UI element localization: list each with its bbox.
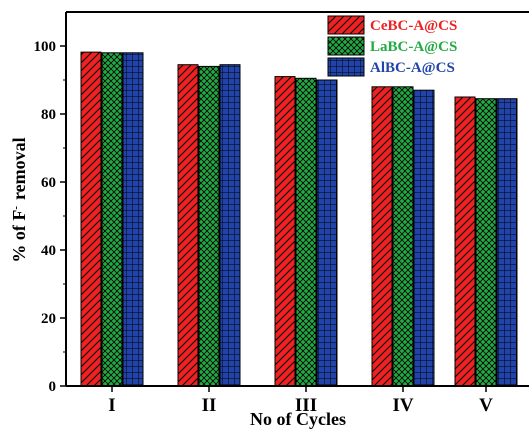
bar-LaBC-A@CS-III: [295, 77, 317, 387]
y-axis-title-rest: removal: [9, 137, 29, 200]
bar-LaBC-A@CS-I: [101, 52, 123, 387]
y-tick-label: 0: [49, 379, 57, 395]
legend-label: AlBC-A@CS: [370, 60, 455, 76]
y-tick-label: 40: [41, 243, 56, 259]
bar-CeBC-A@CS-II: [177, 64, 199, 387]
y-tick-label: 100: [34, 39, 57, 55]
legend-swatch: [327, 57, 365, 77]
x-tick-label: I: [108, 395, 115, 416]
legend: CeBC-A@CS LaBC-A@CS AlBC-A@CS: [327, 15, 457, 77]
y-tick-label: 80: [41, 107, 56, 123]
bars-group: [80, 51, 518, 387]
x-axis-title: No of Cycles: [250, 409, 346, 429]
x-tick-label: V: [479, 395, 493, 416]
x-tick-label: IV: [392, 395, 413, 416]
y-axis-title: % of F- removal: [9, 137, 29, 262]
bar-AlBC-A@CS-V: [496, 98, 518, 387]
legend-label: CeBC-A@CS: [370, 18, 457, 34]
legend-label: LaBC-A@CS: [370, 39, 457, 55]
legend-swatch: [327, 36, 365, 56]
bar-CeBC-A@CS-III: [274, 76, 296, 387]
bar-LaBC-A@CS-V: [475, 98, 497, 387]
bar-CeBC-A@CS-IV: [371, 86, 393, 387]
y-axis-title-sup: -: [10, 206, 22, 210]
x-tick-label: II: [202, 395, 217, 416]
y-tick-label: 60: [41, 175, 56, 191]
bar-AlBC-A@CS-III: [316, 79, 338, 387]
y-ticks-group: 0 20 40 60 80 100: [34, 39, 66, 395]
x-ticks-group: I II III IV V: [108, 386, 493, 416]
bar-CeBC-A@CS-V: [454, 96, 476, 387]
y-axis-title-main: % of F: [9, 210, 29, 263]
bar-AlBC-A@CS-II: [219, 64, 241, 387]
bar-LaBC-A@CS-II: [198, 65, 220, 387]
bar-AlBC-A@CS-I: [122, 52, 144, 387]
bar-LaBC-A@CS-IV: [392, 86, 414, 387]
y-tick-label: 20: [41, 311, 56, 327]
x-tick-label: III: [295, 395, 317, 416]
bar-AlBC-A@CS-IV: [413, 89, 435, 387]
legend-swatch: [327, 15, 365, 35]
bar-CeBC-A@CS-I: [80, 51, 102, 387]
